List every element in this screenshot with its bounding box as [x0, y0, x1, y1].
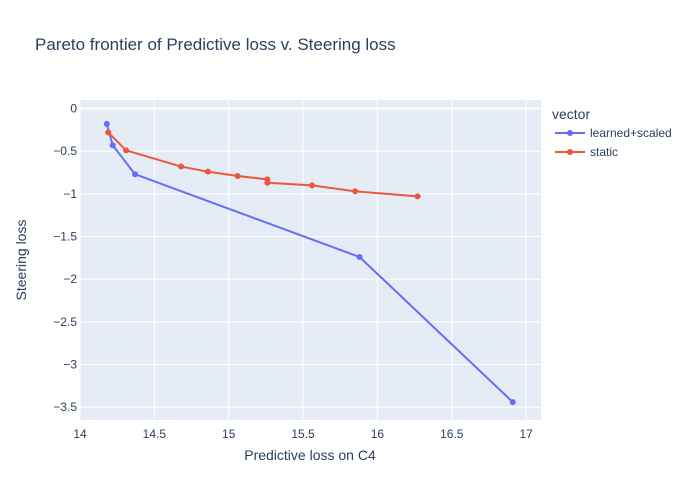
- y-tick-label: −1.5: [53, 230, 77, 244]
- data-point: [509, 399, 516, 406]
- legend: vector learned+scaled static: [552, 106, 672, 159]
- series-layer: [103, 120, 516, 406]
- legend-marker-swatch: [567, 130, 573, 136]
- data-point: [356, 254, 363, 261]
- chart-title: Pareto frontier of Predictive loss v. St…: [35, 35, 396, 54]
- legend-label: learned+scaled: [590, 126, 672, 140]
- data-point: [103, 120, 110, 127]
- y-tick-label: −0.5: [53, 144, 77, 158]
- data-point: [132, 171, 139, 178]
- data-point: [123, 147, 130, 154]
- y-axis-ticks: 0 −0.5 −1 −1.5 −2 −2.5 −3 −3.5: [53, 102, 77, 415]
- series-static: [105, 129, 421, 200]
- data-point: [414, 193, 421, 200]
- data-point: [352, 188, 359, 195]
- legend-item[interactable]: static: [555, 145, 618, 159]
- series-learned-scaled: [103, 120, 516, 406]
- y-tick-label: 0: [70, 102, 77, 116]
- y-tick-label: −2.5: [53, 315, 77, 329]
- data-point: [109, 142, 116, 149]
- legend-marker-swatch: [567, 149, 573, 155]
- x-tick-label: 15.5: [291, 427, 315, 441]
- y-tick-label: −1: [63, 187, 77, 201]
- x-axis-title: Predictive loss on C4: [244, 447, 376, 463]
- data-point: [308, 182, 315, 189]
- x-axis-ticks: 14 14.5 15 15.5 16 16.5 17: [73, 427, 533, 441]
- series-line: [107, 131, 418, 198]
- gridlines: [79, 100, 541, 420]
- y-tick-label: −2: [63, 272, 77, 286]
- y-tick-label: −3: [63, 358, 77, 372]
- data-point: [105, 129, 112, 136]
- x-tick-label: 14.5: [143, 427, 167, 441]
- data-point: [178, 163, 185, 170]
- x-tick-label: 14: [73, 427, 87, 441]
- legend-label: static: [590, 145, 618, 159]
- x-tick-label: 16: [371, 427, 385, 441]
- data-point: [204, 168, 211, 175]
- legend-title: vector: [552, 106, 590, 122]
- legend-item[interactable]: learned+scaled: [555, 126, 672, 140]
- x-tick-label: 17: [519, 427, 533, 441]
- x-tick-label: 15: [222, 427, 236, 441]
- y-tick-label: −3.5: [53, 400, 77, 414]
- data-point: [234, 172, 241, 179]
- y-axis-title: Steering loss: [13, 220, 29, 301]
- plot-area: [80, 100, 541, 420]
- x-tick-label: 16.5: [440, 427, 464, 441]
- data-point: [264, 179, 271, 186]
